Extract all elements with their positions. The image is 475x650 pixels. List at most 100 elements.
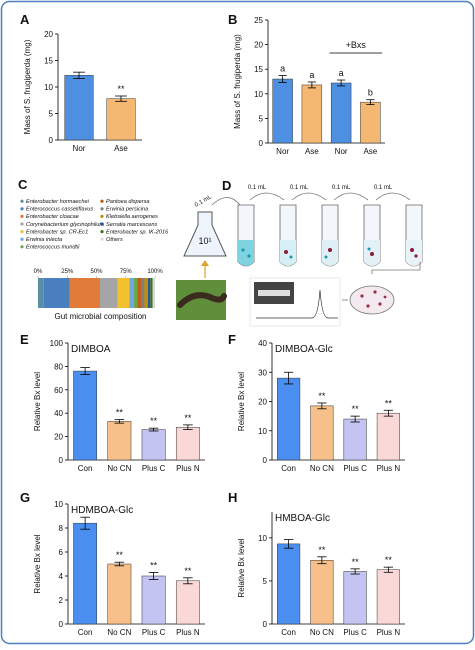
- annotation: b: [368, 88, 373, 98]
- legend-swatch: [20, 222, 24, 226]
- x-tick-label: Plus N: [377, 464, 401, 473]
- legend-label: Enterobacter sp. IK-2016: [106, 229, 169, 235]
- error-bar: [383, 409, 394, 417]
- legend-label: Corynebacterium glycinophilum: [26, 222, 104, 228]
- segment: [147, 278, 151, 308]
- error-bar: [366, 99, 375, 106]
- x-tick-label: Con: [281, 464, 296, 473]
- y-tick-label: 5: [263, 577, 268, 586]
- x-tick-label: Con: [281, 628, 296, 637]
- annotation: **: [352, 557, 360, 567]
- legend-swatch: [100, 222, 104, 226]
- legend-swatch: [20, 214, 24, 218]
- panel-label: G: [20, 490, 30, 505]
- annotation: **: [385, 398, 393, 408]
- bar: [141, 575, 166, 625]
- y-tick-label: 5: [49, 110, 54, 119]
- x-tick-label: Ase: [363, 147, 377, 156]
- error-bar: [115, 95, 127, 102]
- legend-swatch: [100, 199, 104, 203]
- bar: [64, 75, 94, 141]
- x-tick-label: Plus C: [142, 464, 166, 473]
- x-tick-label: Con: [78, 628, 93, 637]
- y-tick-label: 10: [44, 83, 53, 92]
- error-bar: [350, 568, 360, 575]
- x-tick-label: No CN: [107, 628, 131, 637]
- colonies: [360, 290, 387, 308]
- bar: [376, 569, 400, 625]
- legend-swatch: [20, 207, 24, 211]
- bar: [310, 559, 334, 625]
- segment: [117, 278, 130, 308]
- arrowhead: [201, 260, 209, 266]
- legend-swatch: [20, 199, 24, 203]
- y-axis-label: Relative Bx level: [237, 538, 246, 597]
- annotation: **: [352, 404, 360, 414]
- error-bar: [350, 415, 360, 423]
- y-axis-label: Relative Bx level: [33, 534, 42, 593]
- bar: [106, 98, 136, 141]
- y-tick-label: 40: [54, 409, 63, 418]
- bar: [343, 418, 367, 461]
- annotation: **: [150, 560, 158, 570]
- bar: [175, 426, 200, 461]
- legend-label: Enterobacter cloacae: [26, 214, 79, 220]
- x-tick-label: 75%: [120, 269, 133, 275]
- legend-swatch: [100, 237, 104, 241]
- y-tick-label: 4: [59, 572, 64, 581]
- y-axis-label: Relative Bx level: [237, 372, 246, 431]
- segment: [129, 278, 134, 308]
- y-tick-label: 20: [254, 41, 263, 50]
- chart-title: HMBOA-Glc: [275, 513, 330, 524]
- y-tick-label: 10: [258, 427, 267, 436]
- y-tick-label: 40: [258, 339, 267, 348]
- segment: [38, 278, 44, 308]
- legend-swatch: [20, 230, 24, 234]
- x-tick-label: Plus N: [377, 628, 401, 637]
- bar: [330, 82, 352, 144]
- x-tick-label: No CN: [310, 628, 334, 637]
- segment: [152, 278, 155, 308]
- legend-swatch: [100, 214, 104, 218]
- y-tick-label: 10: [254, 90, 263, 99]
- panel-label: A: [20, 12, 30, 27]
- annotation: **: [318, 391, 326, 401]
- bar: [175, 580, 200, 625]
- error-bar: [317, 402, 327, 410]
- segment: [133, 278, 138, 308]
- x-tick-label: No CN: [310, 464, 334, 473]
- error-bar: [114, 419, 125, 424]
- group-label: +Bxs: [346, 40, 367, 50]
- peak: [256, 289, 338, 319]
- x-tick-label: 0%: [34, 269, 43, 275]
- chart-title: HDMBOA-Glc: [71, 505, 133, 516]
- y-axis-label: Mass of S. frugiperda (mg): [233, 34, 242, 129]
- y-tick-label: 5: [259, 114, 264, 123]
- panel-label: D: [222, 178, 231, 193]
- segment: [144, 278, 148, 308]
- legend-swatch: [20, 237, 24, 241]
- y-tick-label: 0: [49, 136, 54, 145]
- panel-label: E: [20, 332, 29, 347]
- segment: [140, 278, 145, 308]
- error-bar: [183, 424, 193, 430]
- bar: [277, 543, 301, 625]
- panel-d: D 10¹ 0.1 mL 0.1 mL 0.1 mL 0.1 mL 0.1 mL: [176, 178, 423, 327]
- error-bar: [278, 75, 287, 83]
- x-tick-label: No CN: [107, 464, 131, 473]
- y-axis-label: Mass of S. frugiperda (mg): [23, 39, 32, 134]
- error-bar: [317, 556, 327, 565]
- x-axis-label: Gut microbial composition: [54, 312, 146, 321]
- segment: [43, 278, 70, 308]
- annotation: **: [385, 555, 393, 565]
- annotation: a: [280, 64, 285, 74]
- chart-title: DIMBOA-Glc: [275, 344, 333, 355]
- x-tick-label: 50%: [90, 269, 103, 275]
- x-tick-label: Nor: [73, 144, 86, 153]
- error-bar: [73, 71, 85, 79]
- error-bar: [148, 427, 159, 432]
- x-tick-label: 25%: [61, 269, 74, 275]
- larva: [177, 292, 227, 308]
- bar: [141, 429, 166, 461]
